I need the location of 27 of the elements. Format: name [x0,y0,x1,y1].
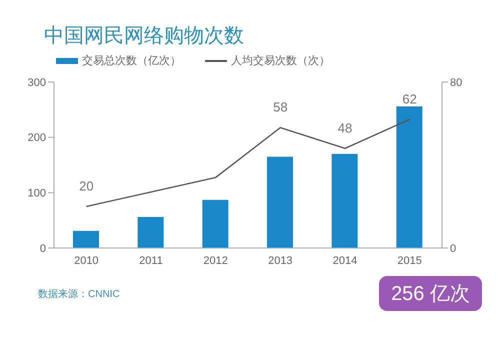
y-tick-label: 200 [28,132,46,144]
y-tick-label: 100 [28,188,46,200]
y2-tick-label: 0 [450,242,456,255]
chart-title: 中国网民网络购物次数 [43,24,245,49]
y-tick-label: 300 [28,76,46,89]
x-tick-label: 2010 [74,254,99,267]
x-tick-label: 2014 [332,254,358,267]
y-tick-label: 0 [40,242,46,255]
bar [202,200,228,248]
text: 256 亿次 [379,276,482,311]
bar [332,154,358,248]
data-label: 48 [338,120,352,136]
x-tick-label: 2015 [397,254,422,267]
x-tick-label: 2012 [203,254,228,267]
x-tick-label: 2011 [139,254,163,267]
bar [267,156,293,248]
legend-label: 人均交易次数（次） [230,54,330,68]
bar [396,106,422,248]
bar [73,230,99,248]
data-label: 20 [79,178,94,194]
source-note: 数据来源：CNNIC [38,288,120,300]
y2-tick-label: 80 [450,76,462,89]
data-label: 62 [402,91,417,106]
data-label: 58 [273,100,288,115]
bar [138,217,164,248]
legend-label: 交易总次数（亿次） [81,54,181,68]
x-tick-label: 2013 [268,254,293,267]
